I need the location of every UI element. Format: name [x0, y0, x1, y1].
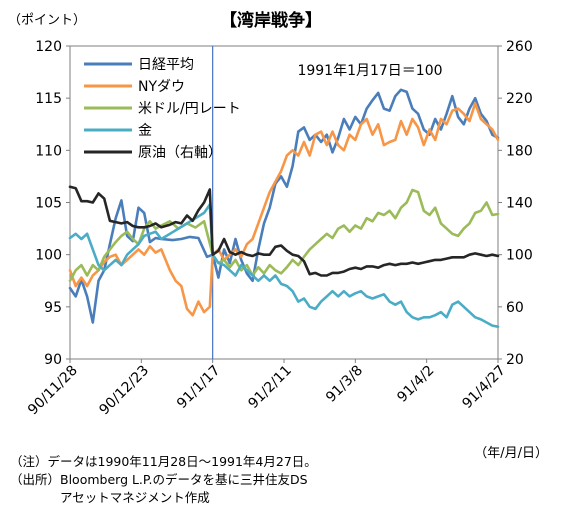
note-line-2: （出所）Bloomberg L.P.のデータを基に三井住友DS [10, 472, 308, 487]
y-left-tick-label: 120 [35, 39, 62, 55]
series-line-4 [68, 203, 500, 329]
legend-label-4: 金 [138, 123, 152, 139]
series-line-1 [68, 88, 500, 324]
legend-label-3: 米ドル/円レート [138, 101, 241, 117]
y-left-tick-label: 100 [35, 248, 62, 264]
y-right-tick-label: 140 [506, 196, 533, 212]
y-left-tick-label: 115 [35, 91, 62, 107]
y-right-tick-label: 60 [506, 300, 524, 316]
y-left-tick-label: 90 [44, 352, 62, 368]
chart-annotation: 1991年1月17日＝100 [297, 63, 442, 79]
x-tick-label: 90/11/28 [25, 363, 81, 419]
series-line-5 [68, 185, 500, 277]
x-tick-label: 91/1/17 [174, 363, 223, 412]
y-right-tick-label: 180 [506, 143, 533, 159]
legend-label-1: 日経平均 [138, 57, 194, 73]
x-tick-label: 91/4/2 [394, 363, 437, 406]
y-left-tick-label: 110 [35, 143, 62, 159]
note-line-3: アセットマネジメント作成 [10, 490, 210, 505]
y-left-unit: （ポイント） [8, 13, 86, 28]
chart-title: 【湾岸戦争】 [220, 10, 322, 31]
x-tick-label: 91/3/8 [323, 363, 366, 406]
y-right-tick-label: 100 [506, 248, 533, 264]
x-tick-label: 91/4/27 [459, 363, 508, 412]
y-right-tick-label: 220 [506, 91, 533, 107]
plot-frame [69, 45, 499, 360]
legend-label-2: NYダウ [138, 79, 185, 95]
series-line-2 [68, 102, 500, 317]
y-right-tick-label: 20 [506, 352, 524, 368]
x-tick-label: 90/12/23 [96, 363, 152, 419]
legend-label-5: 原油（右軸） [138, 145, 222, 161]
x-tick-label: 91/2/11 [245, 363, 294, 412]
note-line-1: （注）データは1990年11月28日～1991年4月27日。 [10, 454, 317, 469]
y-right-tick-label: 260 [506, 39, 533, 55]
y-left-tick-label: 95 [44, 300, 62, 316]
y-left-tick-label: 105 [35, 196, 62, 212]
x-unit: （年/月/日） [474, 446, 548, 461]
